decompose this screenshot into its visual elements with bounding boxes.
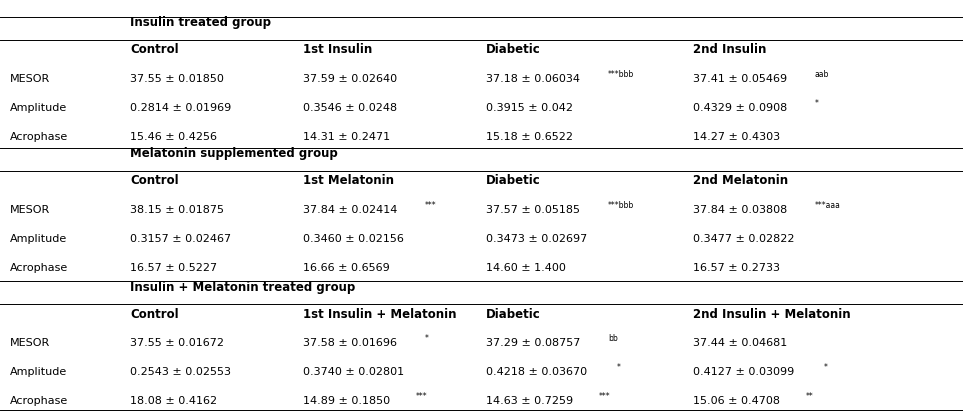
Text: ***bbb: ***bbb [608, 69, 634, 79]
Text: 37.58 ± 0.01696: 37.58 ± 0.01696 [303, 338, 398, 348]
Text: Insulin + Melatonin treated group: Insulin + Melatonin treated group [130, 280, 355, 294]
Text: 15.18 ± 0.6522: 15.18 ± 0.6522 [486, 132, 573, 142]
Text: 37.55 ± 0.01672: 37.55 ± 0.01672 [130, 338, 224, 348]
Text: 14.27 ± 0.4303: 14.27 ± 0.4303 [693, 132, 780, 142]
Text: 0.3477 ± 0.02822: 0.3477 ± 0.02822 [693, 234, 794, 244]
Text: aab: aab [815, 69, 829, 79]
Text: 16.57 ± 0.2733: 16.57 ± 0.2733 [693, 263, 780, 273]
Text: MESOR: MESOR [10, 74, 50, 84]
Text: bb: bb [608, 334, 618, 343]
Text: ***bbb: ***bbb [608, 201, 634, 210]
Text: Acrophase: Acrophase [10, 263, 67, 273]
Text: Diabetic: Diabetic [486, 43, 541, 57]
Text: 37.29 ± 0.08757: 37.29 ± 0.08757 [486, 338, 581, 348]
Text: 0.3460 ± 0.02156: 0.3460 ± 0.02156 [303, 234, 404, 244]
Text: 14.89 ± 0.1850: 14.89 ± 0.1850 [303, 396, 390, 406]
Text: MESOR: MESOR [10, 338, 50, 348]
Text: 0.3740 ± 0.02801: 0.3740 ± 0.02801 [303, 367, 404, 377]
Text: 37.57 ± 0.05185: 37.57 ± 0.05185 [486, 205, 581, 215]
Text: Acrophase: Acrophase [10, 396, 67, 406]
Text: 18.08 ± 0.4162: 18.08 ± 0.4162 [130, 396, 217, 406]
Text: 0.3546 ± 0.0248: 0.3546 ± 0.0248 [303, 103, 398, 113]
Text: Amplitude: Amplitude [10, 103, 66, 113]
Text: 37.59 ± 0.02640: 37.59 ± 0.02640 [303, 74, 398, 84]
Text: Diabetic: Diabetic [486, 307, 541, 321]
Text: 14.60 ± 1.400: 14.60 ± 1.400 [486, 263, 566, 273]
Text: 37.41 ± 0.05469: 37.41 ± 0.05469 [693, 74, 788, 84]
Text: 0.4127 ± 0.03099: 0.4127 ± 0.03099 [693, 367, 794, 377]
Text: ***aaa: ***aaa [815, 201, 841, 210]
Text: 0.3473 ± 0.02697: 0.3473 ± 0.02697 [486, 234, 587, 244]
Text: Control: Control [130, 174, 178, 188]
Text: **: ** [806, 392, 814, 401]
Text: 2nd Insulin: 2nd Insulin [693, 43, 767, 57]
Text: 0.4218 ± 0.03670: 0.4218 ± 0.03670 [486, 367, 587, 377]
Text: 0.3915 ± 0.042: 0.3915 ± 0.042 [486, 103, 573, 113]
Text: 37.84 ± 0.02414: 37.84 ± 0.02414 [303, 205, 398, 215]
Text: Melatonin supplemented group: Melatonin supplemented group [130, 147, 338, 161]
Text: 0.2543 ± 0.02553: 0.2543 ± 0.02553 [130, 367, 231, 377]
Text: 2nd Insulin + Melatonin: 2nd Insulin + Melatonin [693, 307, 851, 321]
Text: 14.63 ± 0.7259: 14.63 ± 0.7259 [486, 396, 573, 406]
Text: Amplitude: Amplitude [10, 367, 66, 377]
Text: ***: *** [599, 392, 611, 401]
Text: 1st Insulin + Melatonin: 1st Insulin + Melatonin [303, 307, 456, 321]
Text: 0.3157 ± 0.02467: 0.3157 ± 0.02467 [130, 234, 231, 244]
Text: ***: *** [425, 201, 437, 210]
Text: Control: Control [130, 307, 178, 321]
Text: ***: *** [416, 392, 428, 401]
Text: 37.18 ± 0.06034: 37.18 ± 0.06034 [486, 74, 581, 84]
Text: 15.46 ± 0.4256: 15.46 ± 0.4256 [130, 132, 217, 142]
Text: Amplitude: Amplitude [10, 234, 66, 244]
Text: Control: Control [130, 43, 178, 57]
Text: *: * [616, 363, 621, 372]
Text: 38.15 ± 0.01875: 38.15 ± 0.01875 [130, 205, 224, 215]
Text: Acrophase: Acrophase [10, 132, 67, 142]
Text: 15.06 ± 0.4708: 15.06 ± 0.4708 [693, 396, 780, 406]
Text: 37.55 ± 0.01850: 37.55 ± 0.01850 [130, 74, 223, 84]
Text: 14.31 ± 0.2471: 14.31 ± 0.2471 [303, 132, 390, 142]
Text: 37.84 ± 0.03808: 37.84 ± 0.03808 [693, 205, 788, 215]
Text: 1st Insulin: 1st Insulin [303, 43, 373, 57]
Text: Insulin treated group: Insulin treated group [130, 16, 271, 30]
Text: Diabetic: Diabetic [486, 174, 541, 188]
Text: 16.57 ± 0.5227: 16.57 ± 0.5227 [130, 263, 217, 273]
Text: *: * [425, 334, 429, 343]
Text: 0.4329 ± 0.0908: 0.4329 ± 0.0908 [693, 103, 788, 113]
Text: *: * [824, 363, 828, 372]
Text: MESOR: MESOR [10, 205, 50, 215]
Text: *: * [815, 99, 819, 108]
Text: 16.66 ± 0.6569: 16.66 ± 0.6569 [303, 263, 390, 273]
Text: 0.2814 ± 0.01969: 0.2814 ± 0.01969 [130, 103, 231, 113]
Text: 37.44 ± 0.04681: 37.44 ± 0.04681 [693, 338, 788, 348]
Text: 2nd Melatonin: 2nd Melatonin [693, 174, 789, 188]
Text: 1st Melatonin: 1st Melatonin [303, 174, 394, 188]
